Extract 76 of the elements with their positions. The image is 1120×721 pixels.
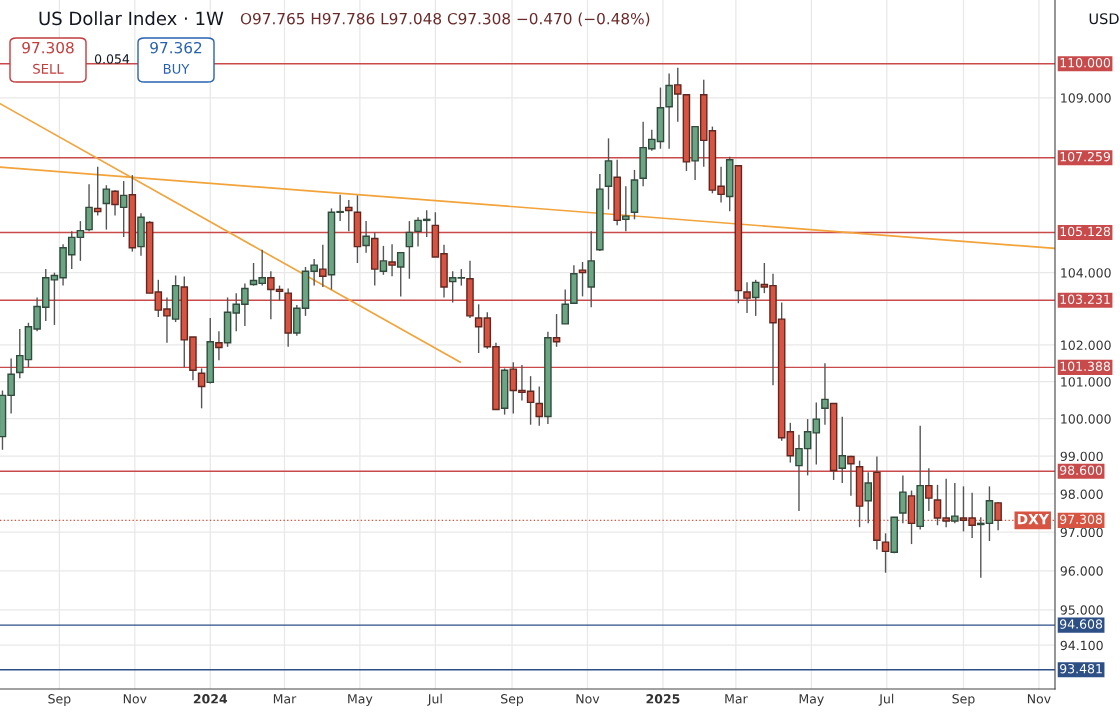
x-tick-label: Nov: [1027, 694, 1051, 704]
y-tick-label: 104.000: [1061, 268, 1111, 278]
candlestick: [405, 220, 414, 280]
candlestick: [111, 189, 119, 217]
y-tick-label: 102.000: [1061, 340, 1111, 350]
ref-line-label: 105.128: [1060, 226, 1111, 237]
candlestick: [474, 303, 483, 354]
y-axis-title: USD: [1089, 13, 1119, 25]
x-tick-label: May: [799, 694, 824, 706]
candlestick: [448, 270, 457, 304]
x-tick-label: Sep: [952, 694, 975, 706]
y-tick-label: 99.000: [1060, 451, 1103, 462]
candlestick: [362, 220, 370, 254]
text: US Dollar Index · 1W: [39, 11, 224, 26]
candlestick: [899, 474, 907, 525]
annotation: BUY: [163, 64, 190, 74]
x-tick-label: Mar: [273, 694, 297, 704]
x-tick-label: Mar: [725, 694, 748, 704]
candlestick: [838, 416, 847, 484]
y-tick-label: 98.000: [1060, 489, 1103, 499]
candlestick: [344, 199, 353, 233]
x-tick-label: Nov: [123, 694, 147, 704]
ref-line-label: 103.231: [1060, 294, 1110, 304]
candlestick: [388, 243, 396, 277]
x-tick-label: Sep: [48, 694, 71, 706]
candlestick: [119, 180, 128, 238]
y-tick-label: 94.100: [1060, 640, 1103, 651]
candlestick: [665, 72, 673, 150]
x-tick-label: May: [348, 694, 373, 706]
candlestick: [847, 455, 855, 497]
candlestick: [85, 183, 93, 233]
x-tick-label: Nov: [576, 694, 600, 704]
y-tick-label: 100.000: [1061, 414, 1111, 424]
ref-line-label: 98.600: [1060, 465, 1103, 475]
candlestick: [622, 185, 630, 233]
ref-line-label: 110.000: [1060, 57, 1111, 68]
candlestick: [319, 244, 327, 288]
ref-line-label: 93.481: [1060, 663, 1102, 674]
annotation: DXY: [1017, 514, 1050, 525]
ref-line-label: 101.388: [1060, 361, 1111, 372]
candlestick: [197, 367, 206, 410]
y-tick-label: 96.000: [1060, 566, 1103, 576]
x-tick-label: Jul: [878, 693, 894, 706]
candlestick: [881, 532, 890, 574]
candlestick: [743, 281, 751, 314]
candlestick: [786, 422, 795, 464]
y-tick-label: 101.000: [1061, 377, 1111, 387]
candlestick: [864, 471, 873, 525]
candlestick: [578, 261, 587, 298]
annotation: 97.362: [150, 41, 202, 54]
text: O97.765 H97.786 L97.048 C97.308 −0.470 (−0.48%): [240, 12, 650, 27]
candlestick: [821, 362, 829, 426]
x-tick-label: 2024: [193, 694, 228, 704]
candlestick: [751, 279, 760, 317]
annotation: 97.308: [22, 41, 74, 54]
x-tick-label: 2025: [646, 694, 680, 704]
ref-line-label: 97.308: [1060, 514, 1103, 524]
annotation: SELL: [33, 63, 64, 74]
candlestick: [812, 401, 821, 466]
x-tick-label: Jul: [427, 693, 442, 706]
ref-line-label: 94.608: [1060, 619, 1103, 629]
candlestick: [951, 482, 959, 525]
y-tick-label: 97.000: [1060, 527, 1103, 538]
y-tick-label: 109.000: [1061, 93, 1111, 103]
ref-line-label: 107.259: [1060, 151, 1111, 162]
candlestick: [102, 184, 111, 231]
x-tick-label: Sep: [501, 694, 524, 706]
candlestick: [379, 245, 388, 276]
candlestick: [535, 385, 544, 427]
candlestick: [561, 288, 570, 325]
annotation: 0.054: [94, 54, 130, 64]
y-tick-label: 95.000: [1060, 605, 1103, 615]
candlestick: [552, 313, 561, 348]
candlestick: [925, 467, 933, 512]
candlestick: [215, 330, 223, 362]
candlestick: [396, 251, 405, 298]
